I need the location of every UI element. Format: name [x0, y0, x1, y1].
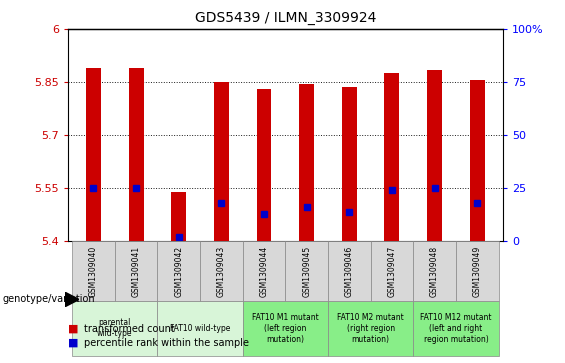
Bar: [456, 241, 498, 301]
Bar: [413, 241, 456, 301]
Text: GSM1309048: GSM1309048: [430, 245, 439, 297]
Bar: [243, 301, 328, 356]
Text: GSM1309042: GSM1309042: [174, 245, 183, 297]
Bar: [243, 241, 285, 301]
Bar: [427, 70, 442, 241]
Title: GDS5439 / ILMN_3309924: GDS5439 / ILMN_3309924: [194, 11, 376, 25]
Text: FAT10 M2 mutant
(right region
mutation): FAT10 M2 mutant (right region mutation): [337, 313, 404, 344]
Text: ■: ■: [68, 338, 79, 348]
Bar: [115, 241, 158, 301]
Bar: [470, 80, 485, 241]
Text: GSM1309044: GSM1309044: [259, 245, 268, 297]
Bar: [86, 68, 101, 241]
Text: FAT10 M1 mutant
(left region
mutation): FAT10 M1 mutant (left region mutation): [252, 313, 319, 344]
Text: GSM1309046: GSM1309046: [345, 245, 354, 297]
Bar: [72, 241, 115, 301]
Bar: [285, 241, 328, 301]
Bar: [257, 89, 271, 241]
Text: GSM1309043: GSM1309043: [217, 245, 226, 297]
Bar: [214, 82, 229, 241]
Bar: [200, 241, 243, 301]
Text: GSM1309041: GSM1309041: [132, 245, 141, 297]
Bar: [342, 87, 357, 241]
Bar: [328, 241, 371, 301]
Bar: [371, 241, 413, 301]
Text: GSM1309040: GSM1309040: [89, 245, 98, 297]
Text: GSM1309045: GSM1309045: [302, 245, 311, 297]
Bar: [72, 301, 158, 356]
Text: percentile rank within the sample: percentile rank within the sample: [84, 338, 249, 348]
Polygon shape: [65, 292, 79, 307]
Text: FAT10 M12 mutant
(left and right
region mutation): FAT10 M12 mutant (left and right region …: [420, 313, 492, 344]
Bar: [158, 301, 243, 356]
Bar: [299, 84, 314, 241]
Bar: [158, 241, 200, 301]
Bar: [171, 192, 186, 241]
Text: GSM1309047: GSM1309047: [388, 245, 397, 297]
Bar: [385, 73, 399, 241]
Bar: [413, 301, 498, 356]
Text: genotype/variation: genotype/variation: [3, 294, 95, 305]
Text: transformed count: transformed count: [84, 323, 175, 334]
Text: parental
wild-type: parental wild-type: [97, 318, 132, 338]
Text: ■: ■: [68, 323, 79, 334]
Bar: [328, 301, 413, 356]
Text: FAT10 wild-type: FAT10 wild-type: [170, 324, 230, 333]
Bar: [129, 68, 144, 241]
Text: GSM1309049: GSM1309049: [473, 245, 482, 297]
